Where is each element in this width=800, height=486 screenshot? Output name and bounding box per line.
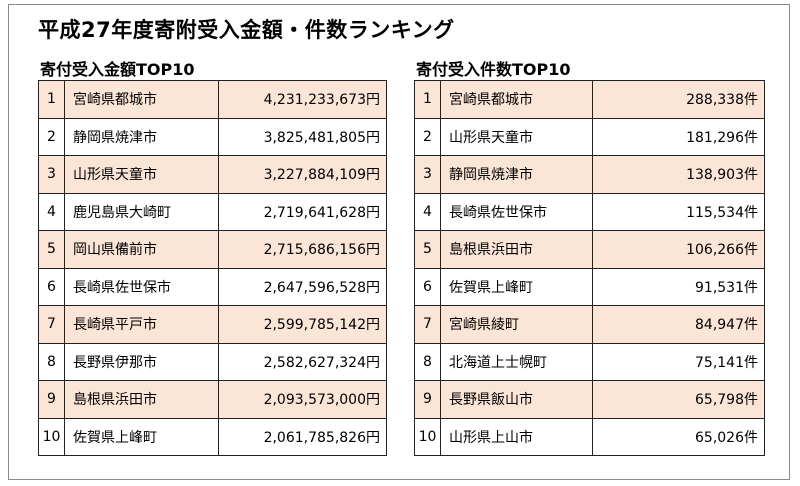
page-title: 平成27年度寄附受入金額・件数ランキング — [38, 18, 455, 42]
rank-cell: 7 — [38, 305, 65, 344]
rank-cell: 8 — [414, 342, 441, 381]
value-cell: 65,798件 — [592, 380, 765, 419]
rank-cell: 9 — [38, 380, 65, 419]
amount-ranking-row: 5 岡山県備前市 2,715,686,156円 — [38, 230, 387, 269]
amount-ranking-row: 10 佐賀県上峰町 2,061,785,826円 — [38, 417, 387, 456]
value-cell: 3,825,481,805円 — [218, 117, 387, 156]
rank-cell: 6 — [38, 267, 65, 306]
count-ranking-row: 10 山形県上山市 65,026件 — [414, 417, 765, 456]
value-cell: 288,338件 — [592, 80, 765, 119]
value-cell: 2,061,785,826円 — [218, 417, 387, 456]
municipality-cell: 静岡県焼津市 — [64, 117, 219, 156]
municipality-cell: 鹿児島県大崎町 — [64, 192, 219, 231]
amount-ranking-row: 4 鹿児島県大崎町 2,719,641,628円 — [38, 192, 387, 231]
rank-cell: 10 — [38, 417, 65, 456]
rank-cell: 2 — [38, 117, 65, 156]
value-cell: 4,231,233,673円 — [218, 80, 387, 119]
amount-ranking-table: 1 宮崎県都城市 4,231,233,673円 2 静岡県焼津市 3,825,481,80… — [38, 80, 387, 456]
amount-ranking-row: 1 宮崎県都城市 4,231,233,673円 — [38, 80, 387, 119]
rank-cell: 3 — [38, 155, 65, 194]
municipality-cell: 長野県飯山市 — [440, 380, 593, 419]
value-cell: 181,296件 — [592, 117, 765, 156]
municipality-cell: 島根県浜田市 — [440, 230, 593, 269]
rank-cell: 2 — [414, 117, 441, 156]
rank-cell: 10 — [414, 417, 441, 456]
amount-ranking-row: 3 山形県天童市 3,227,884,109円 — [38, 155, 387, 194]
municipality-cell: 岡山県備前市 — [64, 230, 219, 269]
count-ranking-row: 8 北海道上士幌町 75,141件 — [414, 342, 765, 381]
count-ranking-row: 2 山形県天童市 181,296件 — [414, 117, 765, 156]
count-ranking-row: 6 佐賀県上峰町 91,531件 — [414, 267, 765, 306]
amount-ranking-row: 6 長崎県佐世保市 2,647,596,528円 — [38, 267, 387, 306]
rank-cell: 7 — [414, 305, 441, 344]
amount-ranking-row: 9 島根県浜田市 2,093,573,000円 — [38, 380, 387, 419]
rank-cell: 1 — [38, 80, 65, 119]
municipality-cell: 佐賀県上峰町 — [64, 417, 219, 456]
count-ranking-row: 5 島根県浜田市 106,266件 — [414, 230, 765, 269]
count-ranking-row: 3 静岡県焼津市 138,903件 — [414, 155, 765, 194]
value-cell: 75,141件 — [592, 342, 765, 381]
amount-ranking-row: 8 長野県伊那市 2,582,627,324円 — [38, 342, 387, 381]
value-cell: 138,903件 — [592, 155, 765, 194]
value-cell: 2,093,573,000円 — [218, 380, 387, 419]
value-cell: 2,715,686,156円 — [218, 230, 387, 269]
value-cell: 2,582,627,324円 — [218, 342, 387, 381]
municipality-cell: 佐賀県上峰町 — [440, 267, 593, 306]
rank-cell: 4 — [38, 192, 65, 231]
municipality-cell: 山形県上山市 — [440, 417, 593, 456]
amount-ranking-heading: 寄付受入金額TOP10 — [40, 60, 195, 79]
municipality-cell: 長崎県平戸市 — [64, 305, 219, 344]
count-ranking-row: 4 長崎県佐世保市 115,534件 — [414, 192, 765, 231]
count-ranking-row: 7 宮崎県綾町 84,947件 — [414, 305, 765, 344]
rank-cell: 5 — [38, 230, 65, 269]
value-cell: 2,647,596,528円 — [218, 267, 387, 306]
municipality-cell: 北海道上士幌町 — [440, 342, 593, 381]
value-cell: 91,531件 — [592, 267, 765, 306]
municipality-cell: 宮崎県都城市 — [440, 80, 593, 119]
amount-ranking-row: 2 静岡県焼津市 3,825,481,805円 — [38, 117, 387, 156]
municipality-cell: 長崎県佐世保市 — [440, 192, 593, 231]
municipality-cell: 島根県浜田市 — [64, 380, 219, 419]
value-cell: 2,719,641,628円 — [218, 192, 387, 231]
value-cell: 106,266件 — [592, 230, 765, 269]
count-ranking-row: 9 長野県飯山市 65,798件 — [414, 380, 765, 419]
value-cell: 84,947件 — [592, 305, 765, 344]
value-cell: 3,227,884,109円 — [218, 155, 387, 194]
rank-cell: 5 — [414, 230, 441, 269]
rank-cell: 8 — [38, 342, 65, 381]
rank-cell: 3 — [414, 155, 441, 194]
count-ranking-row: 1 宮崎県都城市 288,338件 — [414, 80, 765, 119]
municipality-cell: 山形県天童市 — [440, 117, 593, 156]
municipality-cell: 宮崎県都城市 — [64, 80, 219, 119]
municipality-cell: 静岡県焼津市 — [440, 155, 593, 194]
rank-cell: 6 — [414, 267, 441, 306]
municipality-cell: 宮崎県綾町 — [440, 305, 593, 344]
count-ranking-heading: 寄付受入件数TOP10 — [416, 60, 571, 79]
value-cell: 115,534件 — [592, 192, 765, 231]
amount-ranking-row: 7 長崎県平戸市 2,599,785,142円 — [38, 305, 387, 344]
rank-cell: 9 — [414, 380, 441, 419]
municipality-cell: 長野県伊那市 — [64, 342, 219, 381]
rank-cell: 4 — [414, 192, 441, 231]
count-ranking-table: 1 宮崎県都城市 288,338件 2 山形県天童市 181,296件 3 静岡県焼津市 138… — [414, 80, 765, 456]
value-cell: 65,026件 — [592, 417, 765, 456]
municipality-cell: 山形県天童市 — [64, 155, 219, 194]
value-cell: 2,599,785,142円 — [218, 305, 387, 344]
rank-cell: 1 — [414, 80, 441, 119]
municipality-cell: 長崎県佐世保市 — [64, 267, 219, 306]
